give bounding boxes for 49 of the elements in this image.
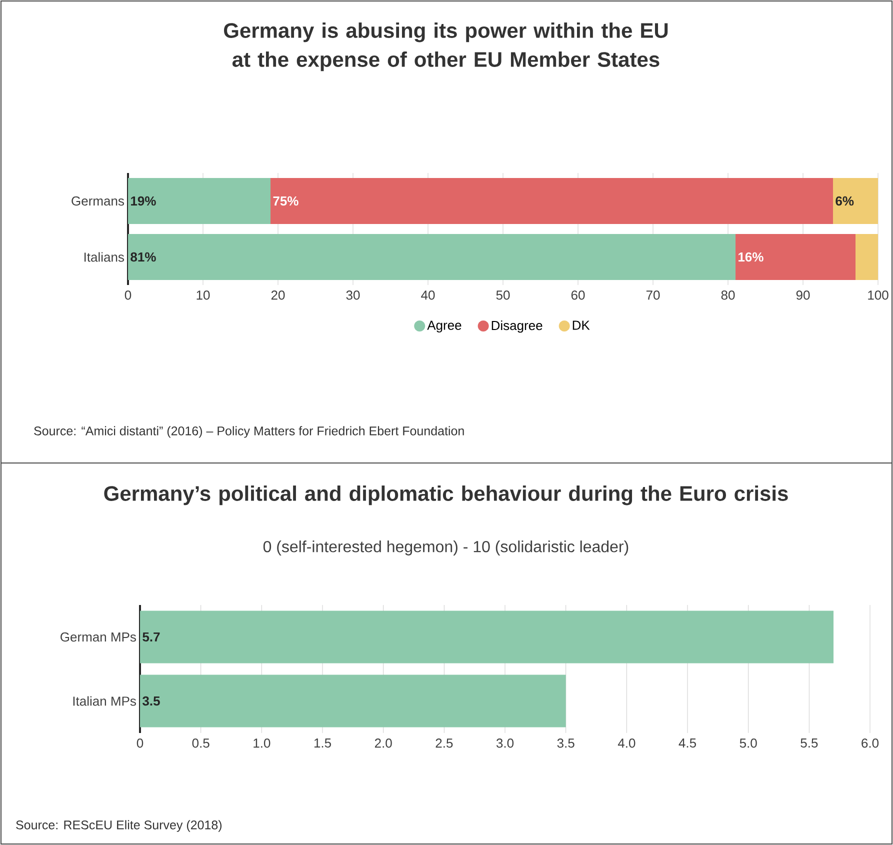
x-tick-label: 40 [421, 290, 435, 300]
x-tick-label: 4.0 [618, 738, 636, 748]
y-tick-label: Italian MPs [73, 696, 136, 706]
y-tick-label: Italians [84, 252, 124, 262]
x-tick-label: 5.0 [740, 738, 757, 748]
data-label: 81% [130, 252, 156, 262]
source-note: Source: “Amici distanti” (2016) – Policy Matters for Friedrich Ebert Foundation [34, 426, 464, 438]
legend-label: Agree [427, 320, 462, 332]
x-tick-label: 4.5 [678, 738, 696, 748]
y-tick-label: Germans [72, 196, 124, 206]
x-tick-label: 1.0 [254, 738, 270, 748]
legend-label: Disagree [492, 320, 542, 333]
x-tick-label: 5.5 [800, 738, 818, 748]
x-tick-label: 90 [796, 290, 810, 300]
x-tick-label: 30 [346, 290, 360, 300]
x-tick-label: 20 [271, 290, 285, 300]
data-label: 16% [738, 252, 764, 262]
bar [128, 234, 736, 280]
x-tick-label: 3.5 [557, 738, 574, 748]
bar [736, 234, 856, 280]
x-tick-label: 2.5 [436, 738, 453, 748]
bar [128, 178, 271, 224]
x-tick-label: 70 [646, 290, 660, 300]
bar [856, 234, 878, 280]
x-tick-label: 80 [721, 290, 735, 300]
x-tick-label: 0 [124, 290, 132, 300]
x-tick-label: 3.0 [496, 738, 514, 748]
x-tick-label: 50 [496, 290, 510, 300]
x-tick-label: 6.0 [862, 738, 879, 748]
bar [833, 178, 878, 224]
chart-title: Germany’s political and diplomatic behaviour during the Euro crisis [104, 486, 788, 506]
data-label: 5.7 [142, 632, 160, 642]
y-tick-label: German MPs [60, 632, 136, 642]
x-tick-label: 1.5 [314, 738, 331, 748]
x-tick-label: 0.5 [192, 738, 210, 748]
legend-label: DK [572, 320, 590, 330]
chart-title: Germany is abusing its power within the EU at the expense of other EU Member States [224, 22, 668, 72]
data-label: 3.5 [142, 696, 160, 706]
data-label: 75% [273, 196, 298, 206]
chart-subtitle: 0 (self-interested hegemon) - 10 (solidaristic leader) [263, 540, 628, 556]
x-tick-label: 10 [196, 290, 210, 300]
data-label: 19% [131, 196, 156, 206]
x-tick-label: 0 [136, 738, 144, 748]
bar [270, 178, 834, 224]
x-tick-label: 60 [571, 290, 585, 300]
source-note: Source: REScEU Elite Survey (2018) [16, 820, 222, 832]
data-label: 6% [836, 196, 854, 206]
x-tick-label: 2.0 [374, 738, 392, 748]
x-tick-label: 100 [868, 290, 888, 300]
